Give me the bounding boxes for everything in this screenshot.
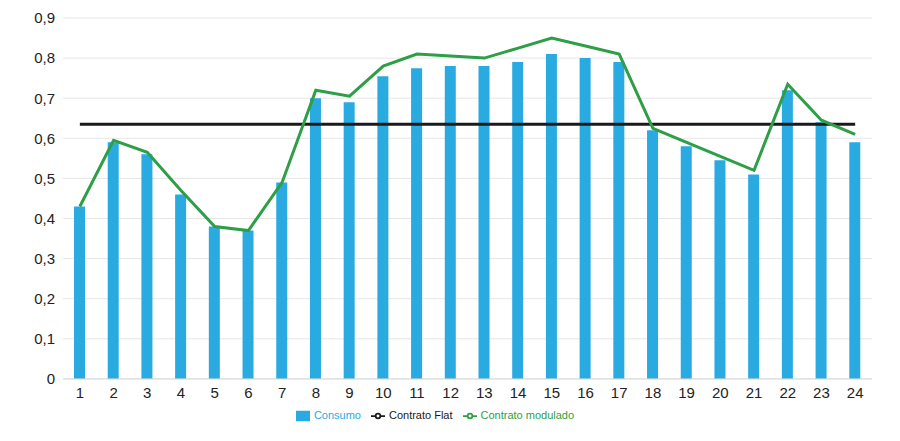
svg-text:0: 0 [47, 370, 55, 387]
svg-text:0,6: 0,6 [34, 130, 55, 147]
svg-text:10: 10 [375, 384, 392, 401]
svg-text:11: 11 [409, 384, 425, 401]
svg-text:6: 6 [244, 384, 252, 401]
svg-text:13: 13 [476, 384, 493, 401]
svg-text:4: 4 [177, 384, 185, 401]
svg-text:18: 18 [645, 384, 662, 401]
html-text:Contrato Flat: Contrato Flat [389, 408, 453, 421]
svg-text:12: 12 [442, 384, 459, 401]
svg-text:15: 15 [543, 384, 560, 401]
svg-text:20: 20 [712, 384, 729, 401]
svg-text:24: 24 [847, 384, 864, 401]
svg-text:0,9: 0,9 [34, 9, 55, 26]
svg-text:17: 17 [611, 384, 628, 401]
svg-text:0,2: 0,2 [34, 290, 55, 307]
svg-text:1: 1 [76, 384, 84, 401]
svg-text:0,3: 0,3 [34, 250, 55, 267]
svg-text:9: 9 [345, 384, 353, 401]
svg-text:0,1: 0,1 [34, 330, 55, 347]
svg-text:14: 14 [510, 384, 527, 401]
html-text:Contrato modulado: Contrato modulado [480, 408, 575, 421]
svg-text:16: 16 [577, 384, 594, 401]
svg-text:2: 2 [109, 384, 117, 401]
svg-text:21: 21 [746, 384, 763, 401]
svg-text:8: 8 [312, 384, 320, 401]
svg-text:3: 3 [143, 384, 151, 401]
svg-text:22: 22 [779, 384, 796, 401]
svg-text:19: 19 [678, 384, 695, 401]
svg-text:0,7: 0,7 [34, 90, 55, 107]
html-text:Consumo: Consumo [313, 408, 361, 421]
svg-text:5: 5 [211, 384, 219, 401]
svg-text:7: 7 [278, 384, 286, 401]
svg-text:0,5: 0,5 [34, 170, 55, 187]
svg-text:23: 23 [813, 384, 830, 401]
svg-text:0,8: 0,8 [34, 49, 55, 66]
svg-text:0,4: 0,4 [34, 210, 55, 227]
